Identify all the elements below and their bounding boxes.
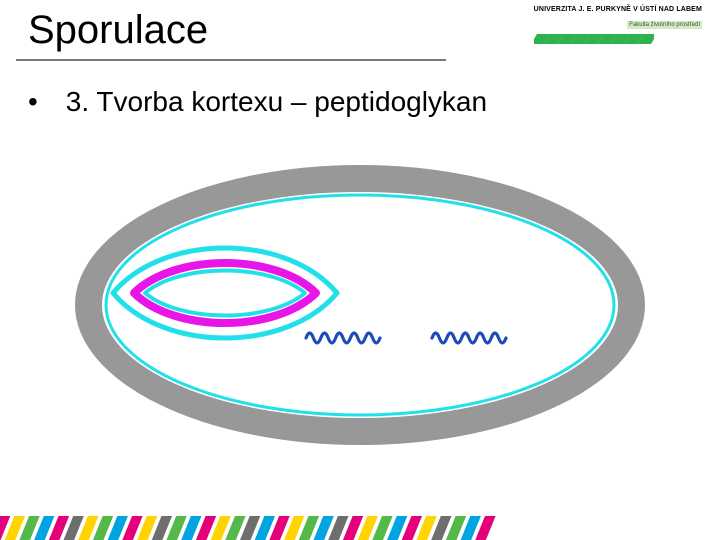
logo-line2: Fakulta životního prostředí: [627, 21, 702, 29]
bullet-line: • 3. Tvorba kortexu – peptidoglykan: [28, 86, 487, 118]
bullet-text: 3. Tvorba kortexu – peptidoglykan: [66, 86, 487, 117]
university-logo: UNIVERZITA J. E. PURKYNĚ V ÚSTÍ NAD LABE…: [534, 6, 702, 49]
sporulation-diagram: [70, 160, 650, 450]
title-underline: [16, 59, 446, 61]
page-title: Sporulace: [28, 8, 208, 53]
logo-stripes-icon: [534, 34, 654, 44]
footer-stripes: [0, 508, 720, 540]
slide: UNIVERZITA J. E. PURKYNĚ V ÚSTÍ NAD LABE…: [0, 0, 720, 540]
logo-line1: UNIVERZITA J. E. PURKYNĚ V ÚSTÍ NAD LABE…: [534, 6, 702, 13]
bullet-marker: •: [28, 86, 58, 118]
